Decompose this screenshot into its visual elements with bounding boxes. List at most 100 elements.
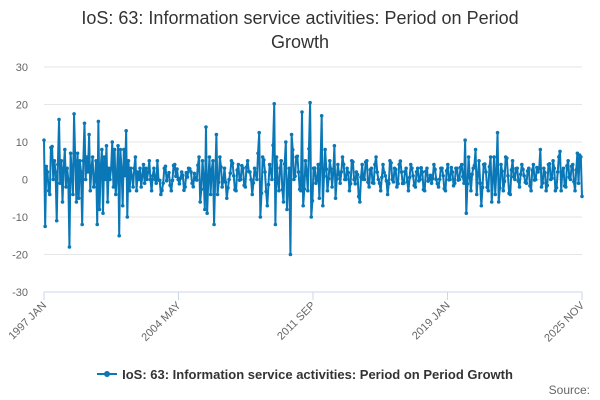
data-point [105,200,110,204]
chart-title: IoS: 63: Information service activities:… [81,8,519,52]
data-point [75,151,80,156]
data-point [288,252,293,257]
data-point [558,149,562,154]
data-point [150,173,155,178]
data-point [144,166,148,171]
data-point [312,166,317,170]
data-point [118,147,123,152]
data-point [279,158,283,163]
data-point [459,162,464,167]
data-point [418,177,422,182]
data-point [359,175,363,179]
data-point [207,155,212,159]
data-point [538,147,543,152]
data-point [411,173,415,178]
data-point [234,188,238,193]
data-point [100,147,104,152]
y-tick-label: 10 [16,137,28,149]
data-point [355,172,360,177]
data-point [455,166,459,171]
y-tick-label: -20 [12,250,28,262]
data-point [440,166,444,171]
data-point [53,170,58,174]
data-point [331,170,336,175]
data-point [544,188,548,193]
data-point [466,155,471,159]
data-point [377,181,382,186]
data-point [554,185,559,190]
data-point [241,166,245,171]
data-point [50,144,54,149]
data-point [465,181,470,186]
data-point [189,170,193,174]
data-point [537,166,541,171]
legend-label: IoS: 63: Information service activities:… [122,366,513,382]
y-tick-label: 30 [16,62,28,74]
data-point [243,185,248,189]
data-point [135,170,140,174]
data-point [542,166,546,171]
data-point [174,174,178,179]
data-point [216,180,221,185]
data-point [382,170,386,175]
data-point [145,177,149,182]
data-point [178,176,183,180]
data-point [531,162,536,167]
data-point [419,166,423,170]
data-point [90,155,95,159]
data-point [478,181,482,185]
y-tick-label: 0 [22,175,28,187]
data-point [139,185,143,189]
data-point [76,196,81,201]
data-point [63,147,67,152]
data-point [71,192,75,197]
data-point [64,185,68,189]
data-point [252,166,257,171]
legend[interactable]: IoS: 63: Information service activities:… [70,364,540,384]
data-point [98,166,103,171]
data-point [433,167,437,172]
data-point [260,155,265,159]
data-point [97,207,102,212]
data-point [266,182,271,187]
data-point [415,166,420,171]
data-point [124,128,128,133]
data-point [437,177,442,182]
data-point [275,178,280,183]
data-point [244,165,249,169]
data-point [516,179,521,183]
data-point [526,166,531,171]
data-point [574,168,579,172]
data-point [280,187,285,192]
data-point [181,173,185,178]
data-point [230,161,235,166]
data-point [295,154,300,159]
data-point [96,119,101,124]
data-point [253,172,258,177]
data-point [515,166,520,171]
data-point [367,185,371,189]
data-point [406,188,411,193]
data-point [402,181,406,186]
data-point [257,130,262,135]
data-point [502,179,507,184]
data-point [116,143,120,148]
data-point [471,166,476,171]
data-point [191,184,196,189]
data-point [405,179,410,184]
data-point [360,162,364,167]
data-point [138,166,142,171]
data-point [552,166,557,171]
data-point [131,185,135,189]
data-point [292,177,296,182]
data-point [66,177,71,182]
data-point [336,162,340,167]
data-point [235,168,240,172]
data-point [434,177,439,182]
data-point [59,158,64,163]
data-point [284,140,288,144]
data-point [432,162,436,167]
data-point [204,125,208,129]
data-point [391,180,396,184]
